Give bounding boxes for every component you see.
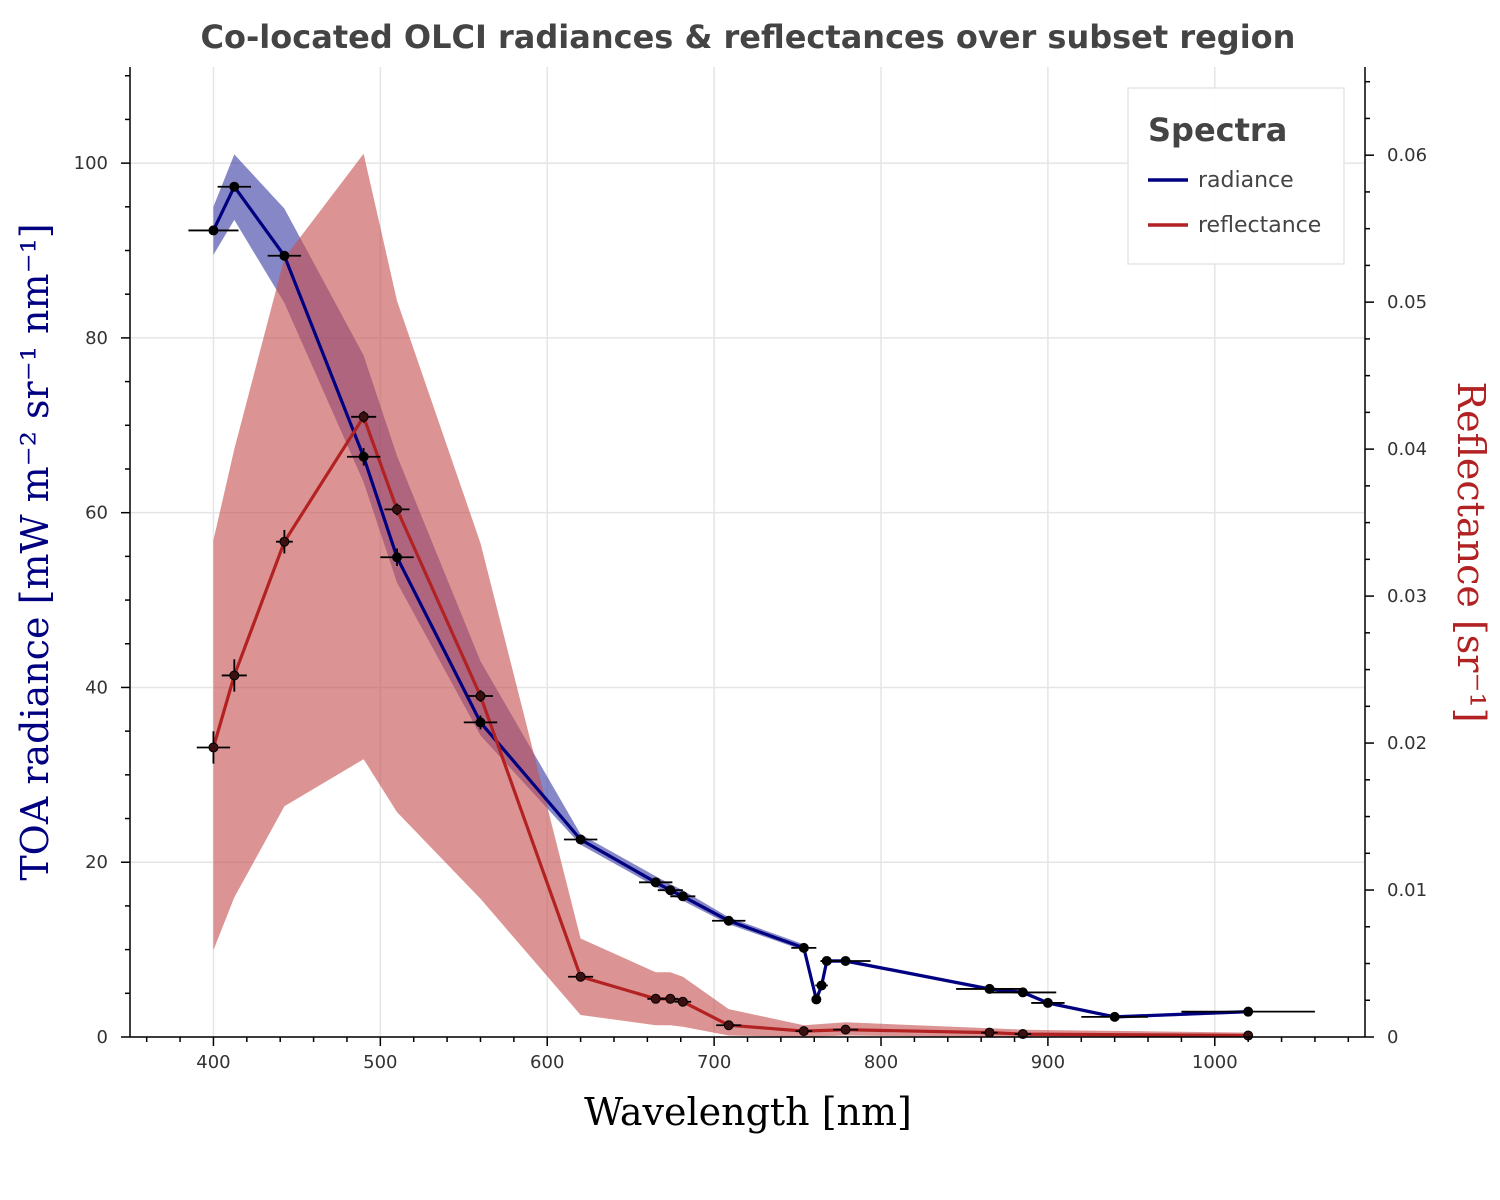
point-radiance: [984, 983, 995, 994]
band-reflectance: [213, 153, 1249, 1037]
x-tick-label: 400: [196, 1052, 230, 1073]
point-radiance: [1042, 997, 1053, 1008]
point-reflectance: [575, 971, 586, 982]
legend: Spectra radiance reflectance: [1127, 87, 1345, 265]
point-reflectance: [723, 1020, 734, 1031]
y-left-tick-label: 100: [74, 153, 108, 174]
point-radiance: [475, 717, 486, 728]
y-right-tick-label: 0.01: [1387, 880, 1427, 901]
x-tick-label: 500: [363, 1052, 397, 1073]
y-right-tick-label: 0.04: [1387, 439, 1427, 460]
y-left-tick-label: 60: [85, 503, 108, 524]
y-left-tick-label: 40: [85, 677, 108, 698]
legend-title: Spectra: [1148, 111, 1287, 149]
point-reflectance: [279, 536, 290, 547]
point-radiance: [575, 834, 586, 845]
point-radiance: [229, 181, 240, 192]
y-left-tick-label: 20: [85, 852, 108, 873]
point-radiance: [798, 942, 809, 953]
point-radiance: [392, 552, 403, 563]
point-reflectance: [798, 1026, 809, 1037]
point-radiance: [816, 980, 827, 991]
left-axis-title: TOA radiance [mW m⁻² sr⁻¹ nm⁻¹]: [13, 223, 57, 880]
legend-label-reflectance: reflectance: [1198, 213, 1321, 238]
point-reflectance: [475, 691, 486, 702]
x-tick-label: 1000: [1192, 1052, 1238, 1073]
y-right-tick-label: 0.05: [1387, 292, 1427, 313]
uncertainty-bands: [213, 153, 1249, 1037]
y-right-tick-label: 0.02: [1387, 733, 1427, 754]
point-radiance: [1109, 1011, 1120, 1022]
x-tick-label: 800: [864, 1052, 898, 1073]
right-axis-ticks: 0 0.01 0.02 0.03 0.04 0.05 0.06: [1365, 80, 1427, 1048]
y-left-tick-label: 80: [85, 328, 108, 349]
legend-label-radiance: radiance: [1198, 168, 1294, 193]
y-left-tick-label: 0: [97, 1027, 108, 1048]
y-right-tick-label: 0: [1387, 1027, 1398, 1048]
point-radiance: [665, 885, 676, 896]
point-reflectance: [208, 742, 219, 753]
point-radiance: [677, 891, 688, 902]
point-reflectance: [358, 411, 369, 422]
point-radiance: [840, 955, 851, 966]
y-right-tick-label: 0.06: [1387, 145, 1427, 166]
point-reflectance: [229, 670, 240, 681]
x-tick-label: 700: [697, 1052, 731, 1073]
point-radiance: [279, 250, 290, 261]
legend-box: [1127, 87, 1345, 265]
right-axis-title: Reflectance [sr⁻¹]: [1449, 381, 1493, 722]
point-radiance: [1243, 1006, 1254, 1017]
x-axis-title: Wavelength [nm]: [584, 1090, 912, 1134]
left-axis-ticks: 0 20 40 60 80 100: [74, 74, 130, 1048]
point-reflectance: [840, 1024, 851, 1035]
point-reflectance: [650, 993, 661, 1004]
x-tick-label: 600: [530, 1052, 564, 1073]
point-radiance: [723, 915, 734, 926]
chart-title: Co-located OLCI radiances & reflectances…: [201, 18, 1296, 56]
data-points: [208, 181, 1254, 1041]
point-radiance: [358, 451, 369, 462]
point-reflectance: [677, 996, 688, 1007]
x-axis-ticks: 400 500 600 700 800 900 1000: [145, 1037, 1350, 1073]
point-radiance: [1017, 987, 1028, 998]
x-tick-label: 900: [1031, 1052, 1065, 1073]
point-reflectance: [392, 504, 403, 515]
point-reflectance: [984, 1027, 995, 1038]
point-reflectance: [665, 993, 676, 1004]
point-radiance: [208, 225, 219, 236]
point-radiance: [821, 955, 832, 966]
point-radiance: [650, 877, 661, 888]
y-right-tick-label: 0.03: [1387, 586, 1427, 607]
point-radiance: [811, 994, 822, 1005]
